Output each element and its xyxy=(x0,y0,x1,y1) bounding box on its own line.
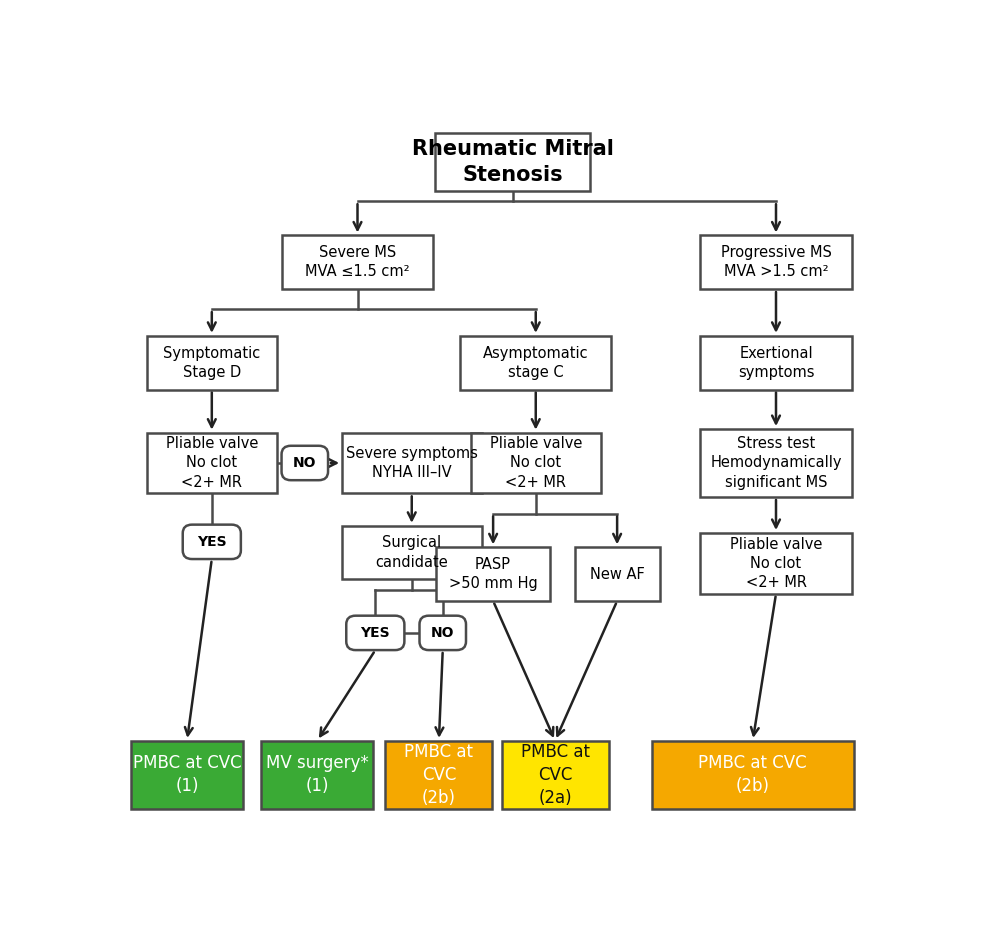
FancyBboxPatch shape xyxy=(261,741,373,809)
FancyBboxPatch shape xyxy=(420,615,466,650)
Text: Symptomatic
Stage D: Symptomatic Stage D xyxy=(163,345,260,380)
Text: YES: YES xyxy=(361,626,390,640)
Text: Pliable valve
No clot
<2+ MR: Pliable valve No clot <2+ MR xyxy=(490,437,582,490)
Text: YES: YES xyxy=(197,534,227,549)
FancyBboxPatch shape xyxy=(700,336,852,389)
FancyBboxPatch shape xyxy=(131,741,243,809)
FancyBboxPatch shape xyxy=(342,433,482,493)
FancyBboxPatch shape xyxy=(385,741,492,809)
FancyBboxPatch shape xyxy=(652,741,854,809)
FancyBboxPatch shape xyxy=(147,336,277,389)
Text: Rheumatic Mitral
Stenosis: Rheumatic Mitral Stenosis xyxy=(412,139,613,184)
FancyBboxPatch shape xyxy=(282,446,328,480)
FancyBboxPatch shape xyxy=(700,236,852,290)
Text: MV surgery*
(1): MV surgery* (1) xyxy=(266,754,369,795)
Text: PMBC at CVC
(1): PMBC at CVC (1) xyxy=(133,754,241,795)
Text: PASP
>50 mm Hg: PASP >50 mm Hg xyxy=(449,557,538,591)
Text: Pliable valve
No clot
<2+ MR: Pliable valve No clot <2+ MR xyxy=(730,536,822,590)
FancyBboxPatch shape xyxy=(460,336,611,389)
Text: Stress test
Hemodynamically
significant MS: Stress test Hemodynamically significant … xyxy=(710,437,842,490)
Text: Severe MS
MVA ≤1.5 cm²: Severe MS MVA ≤1.5 cm² xyxy=(305,245,410,279)
Text: Pliable valve
No clot
<2+ MR: Pliable valve No clot <2+ MR xyxy=(166,437,258,490)
Text: Progressive MS
MVA >1.5 cm²: Progressive MS MVA >1.5 cm² xyxy=(721,245,831,279)
Text: NO: NO xyxy=(293,456,317,470)
FancyBboxPatch shape xyxy=(346,615,404,650)
Text: New AF: New AF xyxy=(590,567,644,582)
Text: Surgical
candidate: Surgical candidate xyxy=(375,535,448,570)
Text: PMBC at CVC
(2b): PMBC at CVC (2b) xyxy=(698,754,807,795)
FancyBboxPatch shape xyxy=(435,133,590,191)
FancyBboxPatch shape xyxy=(183,525,241,559)
Text: Exertional
symptoms: Exertional symptoms xyxy=(738,345,814,380)
FancyBboxPatch shape xyxy=(282,236,433,290)
Text: PMBC at
CVC
(2b): PMBC at CVC (2b) xyxy=(404,743,473,807)
FancyBboxPatch shape xyxy=(436,547,550,601)
Text: Severe symptoms
NYHA III–IV: Severe symptoms NYHA III–IV xyxy=(346,446,478,480)
Text: PMBC at
CVC
(2a): PMBC at CVC (2a) xyxy=(521,743,590,807)
Text: NO: NO xyxy=(431,626,454,640)
FancyBboxPatch shape xyxy=(700,429,852,497)
FancyBboxPatch shape xyxy=(700,533,852,594)
FancyBboxPatch shape xyxy=(471,433,601,493)
FancyBboxPatch shape xyxy=(147,433,277,493)
FancyBboxPatch shape xyxy=(502,741,609,809)
Text: Asymptomatic
stage C: Asymptomatic stage C xyxy=(483,345,589,380)
FancyBboxPatch shape xyxy=(342,526,482,579)
FancyBboxPatch shape xyxy=(574,547,660,601)
